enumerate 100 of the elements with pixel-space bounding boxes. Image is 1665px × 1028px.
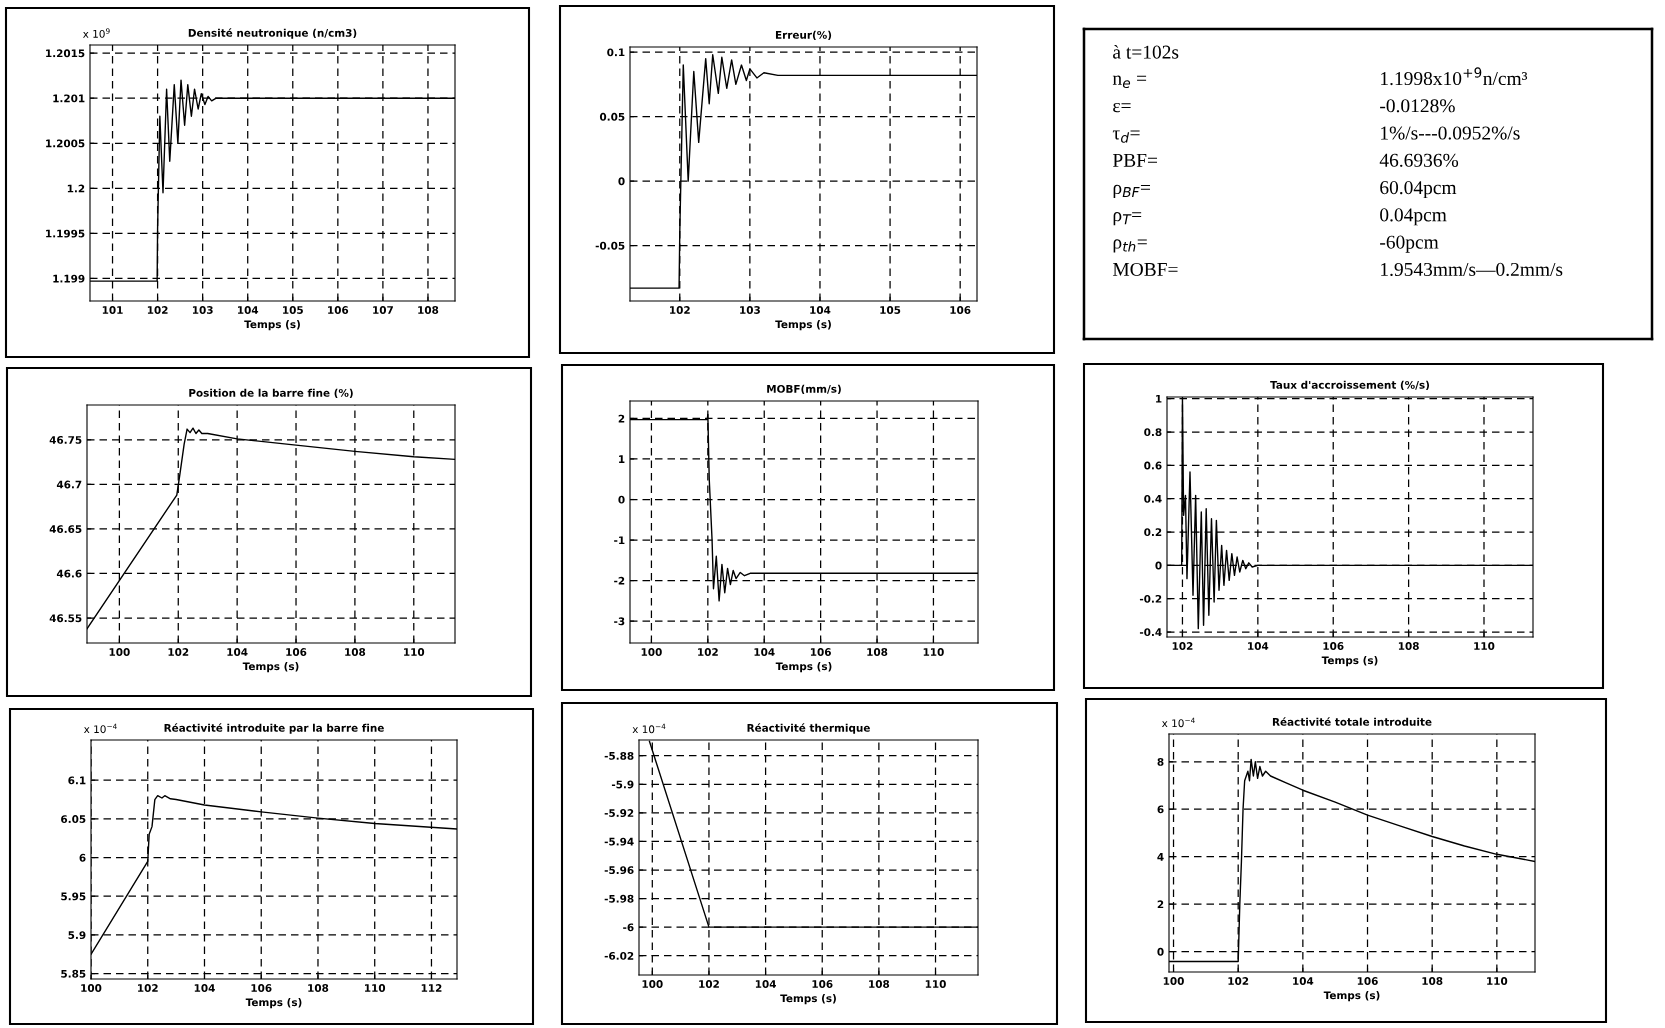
x-tick-label: 112 [421,984,442,992]
x-tick-label: 104 [227,648,248,656]
y-tick-label: 46.75 [49,436,82,444]
x-tick-label: 102 [699,980,719,988]
y-tick-label: 5.85 [61,969,86,978]
text: 60.04pcm [1380,181,1457,199]
x-tick-label: 106 [1357,977,1378,985]
text: ρ$_{T}$= [1113,211,1142,226]
text: 1%/s---0.0952%/s [1381,126,1520,140]
x-tick-label: 106 [810,648,831,656]
y-tick-label: -5.96 [604,866,634,875]
y-tick-label: -5.9 [611,780,634,789]
y-tick-label: -1 [614,536,625,544]
y-tick-label: -2 [614,576,625,585]
x-tick-label: 110 [1474,642,1495,650]
chart-title: Réactivité introduite par la barre fine [164,723,384,734]
text: PBF= [1112,153,1158,167]
text: ρ$_{BF}$= [1113,184,1150,198]
y-tick-label: 5.9 [68,931,86,940]
x-tick-label: 110 [1487,977,1508,985]
x-tick-label: 102 [1228,977,1249,985]
x-axis-title: Temps (s) [780,994,836,1005]
x-tick-label: 104 [1248,642,1269,650]
x-tick-label: 106 [286,648,307,656]
x-tick-label: 103 [192,306,213,314]
x-axis-title: Temps (s) [244,320,300,331]
text: x 10$^{−4}$ [83,723,117,734]
text: 0.04pcm [1380,208,1447,226]
text: -0.0128% [1380,99,1455,113]
x-axis-title: Temps (s) [245,998,302,1009]
x-tick-label: 110 [923,648,944,656]
y-tick-label: 0.4 [1144,494,1162,503]
x-tick-label: 108 [308,984,329,992]
y-tick-label: 2 [618,414,625,423]
y-tick-label: -0.4 [1139,628,1162,637]
x-tick-label: 104 [755,980,776,988]
y-tick-label: 0.2 [1144,528,1162,537]
x-tick-label: 108 [869,980,890,988]
y-tick-label: 0 [618,495,625,504]
x-tick-label: 100 [109,648,130,656]
x-axis-title: Temps (s) [775,320,831,331]
x-tick-label: 102 [670,306,690,314]
x-tick-label: 104 [754,648,775,656]
chart-title: Densité neutronique (n/cm3) [188,28,357,39]
x-tick-label: 100 [642,980,663,988]
x-tick-label: 101 [102,306,123,314]
x-tick-label: 104 [1293,977,1314,985]
x-tick-label: 102 [698,648,718,656]
y-tick-label: 0 [1157,947,1164,956]
x-axis-title: Temps (s) [1323,991,1380,1002]
text: 1.9543mm/s—0.2mm/s [1381,262,1563,277]
x-axis-title: Temps (s) [775,662,832,673]
x-tick-label: 110 [365,984,386,992]
x-tick-label: 100 [641,648,662,656]
x-tick-label: 103 [740,306,760,314]
y-tick-label: -5.92 [604,809,634,817]
y-tick-label: 0.05 [599,112,625,121]
chart-title: Position de la barre fine (%) [189,388,353,399]
x-tick-label: 102 [168,648,189,656]
y-tick-label: 0.8 [1144,428,1162,437]
text: x 10$^{−4}$ [1161,717,1195,728]
x-tick-label: 104 [810,306,831,314]
x-tick-label: 108 [1422,977,1443,985]
y-tick-label: -6 [623,923,634,932]
text: τ$_{d}$= [1112,130,1140,143]
text: 1.1998x10$^{+9}$n/cm³ [1381,67,1528,86]
y-tick-label: 1.201 [53,94,85,103]
y-tick-label: 1.199 [53,274,85,283]
x-tick-label: 102 [1172,642,1193,650]
text: x 10$^{9}$ [83,28,110,38]
x-tick-label: 104 [194,984,215,992]
x-tick-label: 105 [283,306,303,314]
text: ρ$_{th}$= [1113,239,1147,253]
y-tick-label: 6 [1157,805,1164,814]
y-tick-label: 1.2005 [46,139,85,148]
chart-title: Taux d'accroissement (%/s) [1270,380,1430,391]
x-tick-label: 105 [880,306,901,314]
y-tick-label: 46.65 [49,525,82,534]
x-axis-title: Temps (s) [242,662,299,673]
y-tick-label: 0 [618,177,625,186]
x-tick-label: 110 [404,648,425,656]
y-tick-label: -6.02 [604,951,634,960]
x-tick-label: 110 [925,980,946,988]
y-tick-label: 1.1995 [46,229,85,238]
y-tick-label: 2 [1157,900,1164,909]
y-tick-label: 8 [1157,757,1164,766]
y-tick-label: 4 [1157,853,1164,861]
x-tick-label: 108 [1398,642,1419,650]
x-tick-label: 108 [867,648,888,656]
x-axis-title: Temps (s) [1321,656,1378,667]
text: MOBF= [1112,262,1178,276]
x-tick-label: 104 [238,306,259,314]
y-tick-label: -5.94 [604,837,634,846]
text: -60pcm [1380,235,1439,253]
y-tick-label: 0.1 [607,48,625,57]
x-tick-label: 106 [251,984,272,992]
x-tick-label: 102 [138,984,158,992]
y-tick-label: 46.6 [56,569,82,578]
x-tick-label: 106 [812,980,833,988]
x-tick-label: 100 [1163,977,1184,985]
